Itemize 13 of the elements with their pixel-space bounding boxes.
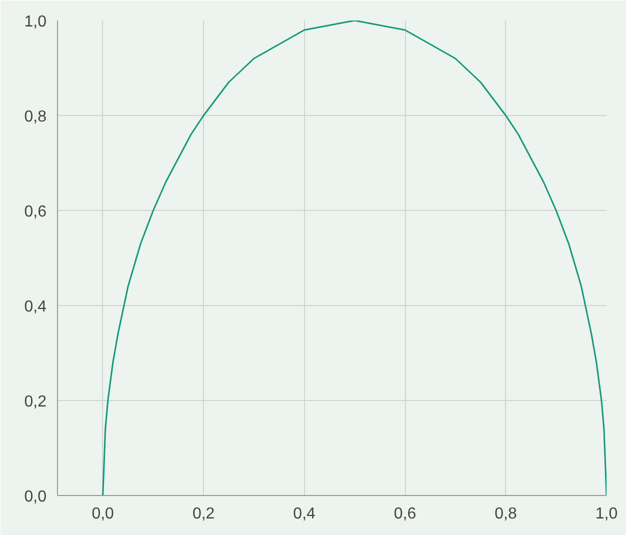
line-series <box>102 20 606 496</box>
y-tick-label: 0,4 <box>24 298 47 316</box>
y-tick-label: 0,6 <box>24 204 47 220</box>
x-tick-label: 0,2 <box>192 506 215 522</box>
y-tick-label: 0,8 <box>24 108 47 126</box>
y-tick-label: 1,0 <box>24 14 47 30</box>
x-tick-label: 0,0 <box>92 506 114 522</box>
x-tick-label: 0,4 <box>293 506 316 522</box>
y-tick-label: 0,0 <box>24 488 47 506</box>
x-tick-label: 0,8 <box>494 506 517 522</box>
x-tick-label: 1,0 <box>595 506 618 522</box>
x-tick-label: 0,6 <box>394 506 416 522</box>
y-tick-label: 0,2 <box>24 394 47 410</box>
